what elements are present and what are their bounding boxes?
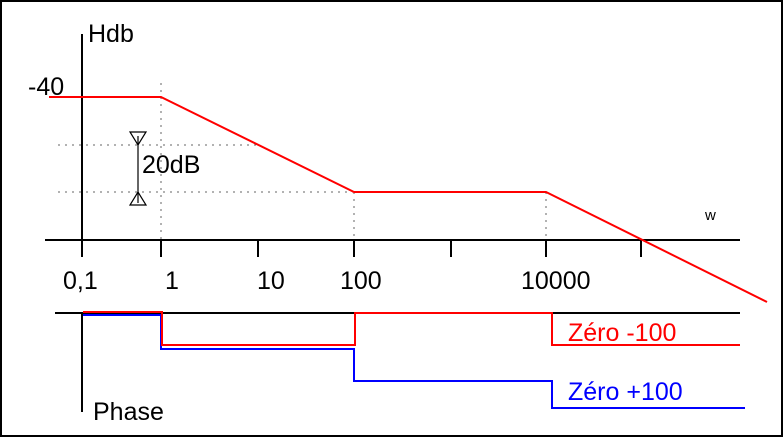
interval-marker-bottom [128,190,148,206]
tick-label-10000: 10000 [521,267,591,295]
magnitude-curve [49,96,768,303]
series-label-red: Zéro -100 [568,319,676,347]
interval-label: 20dB [142,151,200,179]
phase-label: Phase [93,398,164,426]
tick-label-100: 100 [340,267,382,295]
series-label-blue: Zéro +100 [568,378,683,406]
x-axis-label: w [704,207,716,224]
phase-curve-red [83,311,740,346]
tick-label-0-1: 0,1 [63,267,98,295]
level-label: -40 [28,73,64,101]
interval-marker-top [128,131,148,147]
y-axis-label: Hdb [88,20,134,48]
tick-label-10: 10 [257,267,285,295]
tick-label-1: 1 [165,267,179,295]
